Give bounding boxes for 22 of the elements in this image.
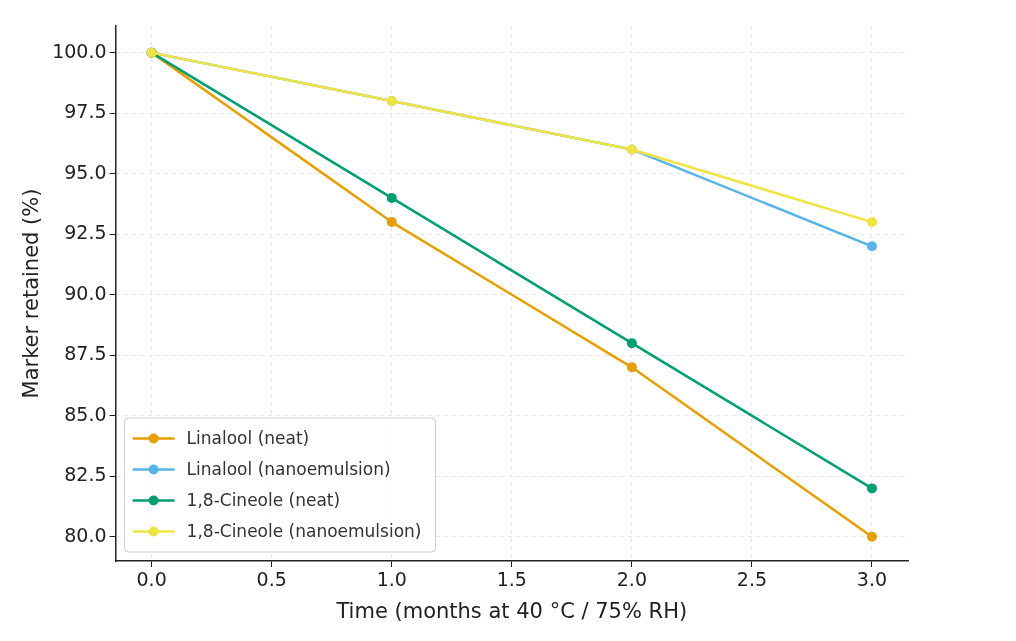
x-axis-title: Time (months at 40 °C / 75% RH) [335, 598, 688, 623]
x-tick-label: 0.5 [256, 568, 287, 591]
y-tick-label: 82.5 [64, 463, 107, 486]
x-tick-label: 2.5 [736, 568, 768, 591]
y-tick-label: 92.5 [64, 221, 107, 244]
y-tick-label: 80.0 [64, 523, 107, 546]
legend-label: Linalool (neat) [186, 427, 310, 448]
y-tick-label: 100.0 [52, 39, 107, 62]
legend-label: 1,8-Cineole (nanoemulsion) [186, 520, 422, 541]
y-tick-label: 90.0 [64, 281, 107, 304]
x-tick-label: 2.0 [616, 568, 647, 591]
y-tick-label: 87.5 [64, 342, 107, 365]
x-tick-label: 1.5 [496, 568, 527, 591]
x-tick-label: 3.0 [856, 568, 888, 591]
x-tick-label: 0.0 [136, 568, 167, 591]
legend-label: Linalool (nanoemulsion) [186, 458, 391, 479]
y-tick-label: 97.5 [64, 100, 107, 123]
y-tick-label: 85.0 [64, 402, 107, 425]
y-tick-label: 95.0 [64, 160, 107, 183]
legend-label: 1,8-Cineole (neat) [186, 489, 341, 510]
x-tick-label: 1.0 [376, 568, 407, 591]
y-axis-title: Marker retained (%) [19, 188, 44, 399]
